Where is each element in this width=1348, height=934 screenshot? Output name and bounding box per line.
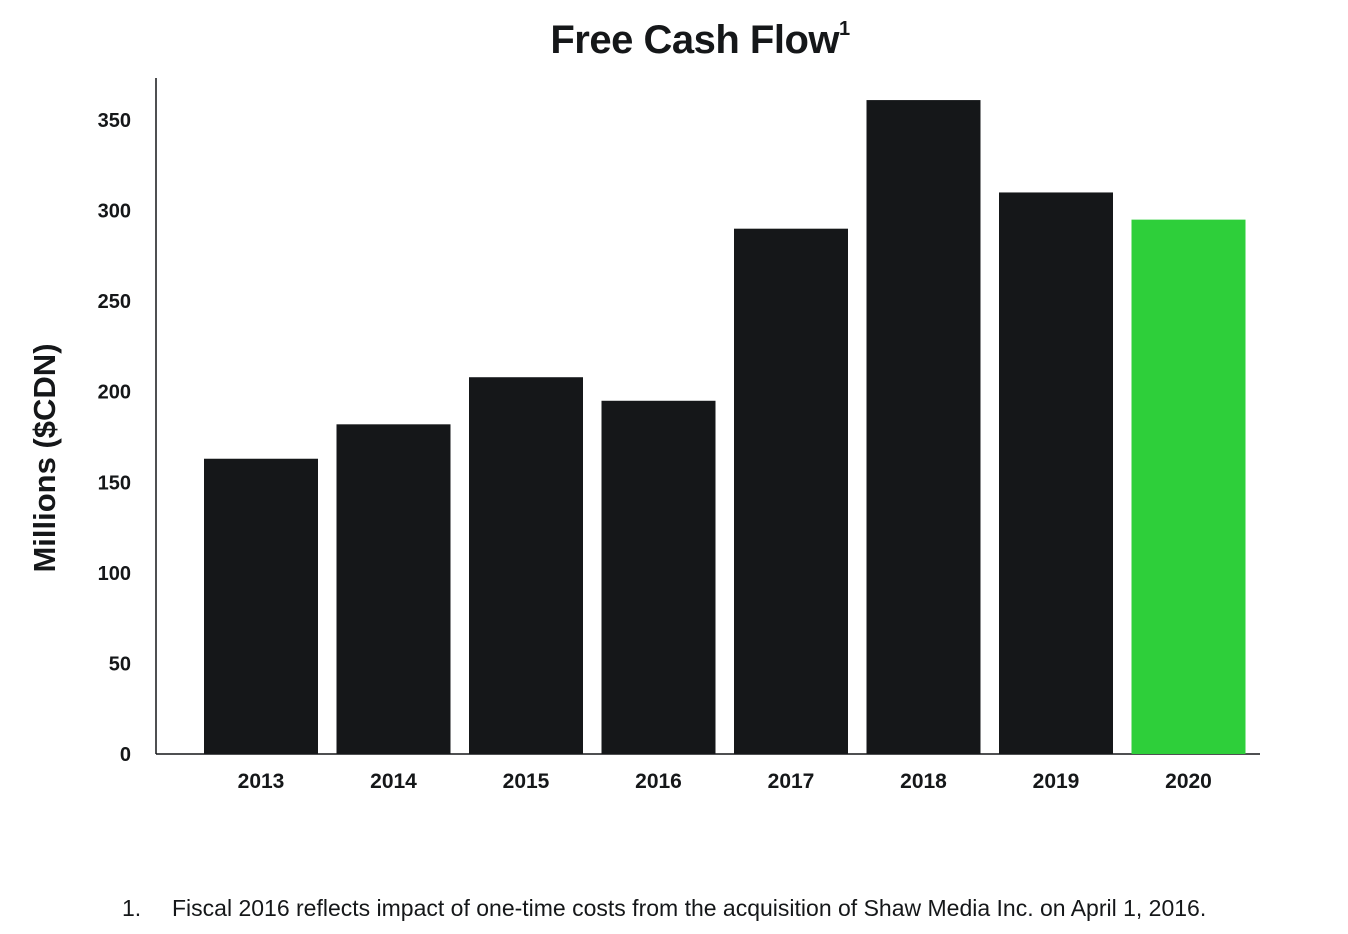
bar-2013 [204, 458, 318, 754]
chart-title-text: Free Cash Flow [550, 18, 839, 62]
y-tick-label: 350 [98, 110, 131, 132]
x-tick-label: 2014 [370, 770, 417, 793]
title-footnote-marker: 1 [839, 17, 850, 40]
chart-title: Free Cash Flow1 [0, 18, 1348, 63]
bar-2019 [999, 192, 1113, 754]
x-tick-label: 2016 [635, 770, 682, 793]
y-tick-label: 300 [98, 201, 131, 223]
y-tick-label: 200 [98, 382, 131, 404]
x-tick-label: 2013 [238, 770, 285, 793]
bar-2014 [336, 424, 451, 754]
footnote: 1. Fiscal 2016 reflects impact of one-tim… [122, 895, 1206, 922]
y-tick-label: 0 [120, 744, 131, 766]
footnote-text: Fiscal 2016 reflects impact of one-time … [172, 895, 1207, 921]
bar-2016 [601, 400, 716, 754]
x-tick-label: 2019 [1033, 770, 1080, 793]
y-tick-label: 50 [109, 653, 131, 675]
y-tick-label: 250 [98, 291, 131, 313]
footnote-number: 1. [122, 895, 142, 921]
bar-2015 [469, 377, 583, 754]
y-axis-label: Millions ($CDN) [27, 343, 62, 572]
y-tick-label: 150 [98, 472, 131, 494]
y-tick-label: 100 [98, 563, 131, 585]
bar-chart: 0 50 100 150 200 250 300 350 Millions ($CDN) 2013… [27, 78, 1260, 793]
bar-2018 [866, 100, 981, 755]
bar-2017 [734, 228, 848, 754]
x-tick-label: 2015 [503, 770, 550, 793]
x-tick-label: 2020 [1165, 770, 1212, 793]
x-tick-label: 2018 [900, 770, 947, 793]
x-tick-label: 2017 [768, 770, 815, 793]
bar-2020 [1131, 219, 1246, 755]
